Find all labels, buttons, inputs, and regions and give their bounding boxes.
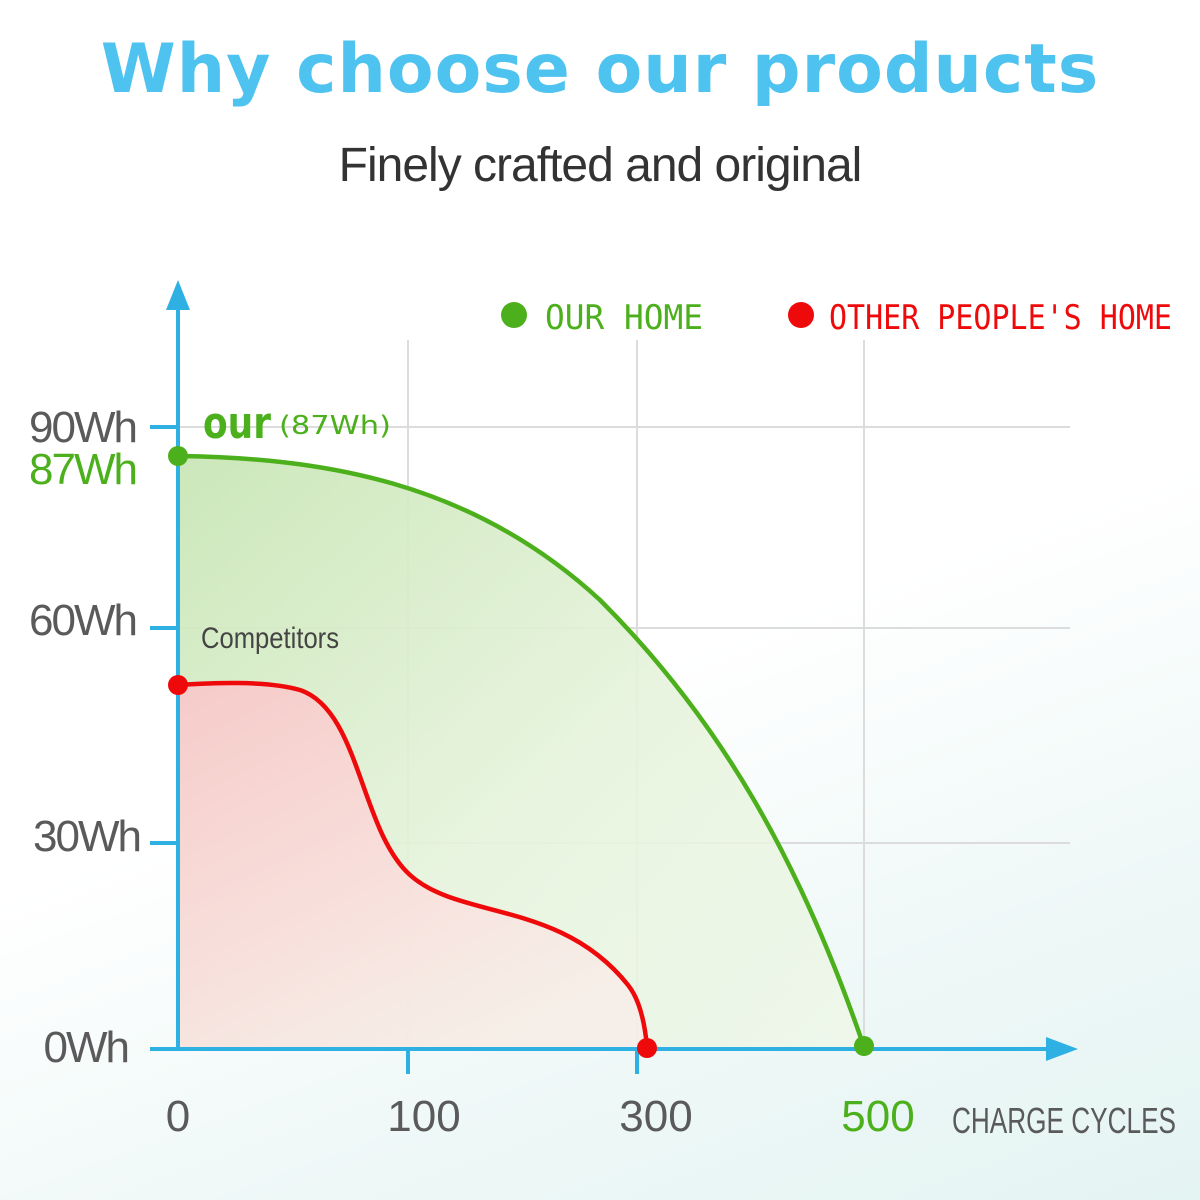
legend-competitor-label: OTHER PEOPLE'S HOME: [829, 298, 1172, 338]
x-tick-label-500: 500: [841, 1092, 914, 1141]
legend-competitor-swatch: [788, 302, 814, 328]
y-tick-label-30: 30Wh: [33, 812, 140, 861]
ours-annotation-label: our: [203, 398, 271, 449]
legend: OUR HOME OTHER PEOPLE'S HOME: [501, 298, 1172, 338]
x-tick-label-0: 0: [166, 1092, 190, 1141]
y-tick-label-0: 0Wh: [44, 1023, 128, 1072]
competitor-line: [177, 680, 650, 1048]
ours-end-point: [854, 1036, 874, 1056]
legend-ours-label: OUR HOME: [545, 298, 703, 338]
legend-ours-swatch: [501, 302, 527, 328]
y-tick-label-60: 60Wh: [29, 596, 136, 645]
x-axis-arrow-icon: [1046, 1037, 1078, 1061]
x-tick-label-100: 100: [387, 1092, 460, 1141]
y-axis-arrow-icon: [166, 280, 190, 310]
x-axis-title: CHARGE CYCLES: [952, 1100, 1176, 1141]
page-subtitle: Finely crafted and original: [338, 139, 863, 192]
ours-start-point: [168, 446, 188, 466]
y-tick-label-87-highlight: 87Wh: [29, 445, 136, 494]
page-title: Why choose our products: [100, 30, 1100, 109]
competitor-area: [178, 682, 647, 1049]
x-tick-label-300: 300: [619, 1092, 692, 1141]
ours-line: [177, 453, 867, 1048]
ours-annotation-value: (87Wh): [279, 411, 391, 441]
competitor-end-point: [637, 1038, 657, 1058]
competitor-start-point: [168, 675, 188, 695]
competitor-annotation-label: Competitors: [201, 622, 339, 655]
y-tick-label-90: 90Wh: [29, 403, 136, 452]
